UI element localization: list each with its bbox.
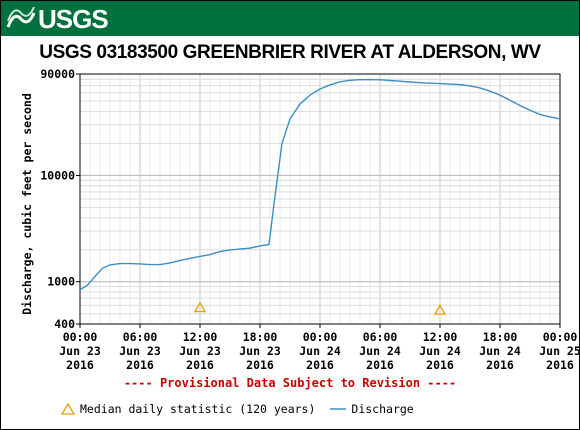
discharge-line	[79, 78, 561, 291]
x-tick-label: Jun 23	[59, 344, 101, 358]
line-swatch-icon	[330, 408, 347, 410]
series	[79, 78, 561, 315]
x-tick-label: 06:00	[123, 330, 158, 344]
usgs-logo[interactable]: USGS	[6, 3, 109, 34]
chart-title: USGS 03183500 GREENBRIER RIVER AT ALDERS…	[39, 42, 541, 63]
x-tick-label: 00:00	[543, 330, 578, 344]
y-axis: 400 1000 10000 90000	[40, 67, 80, 331]
x-tick-label: 2016	[306, 358, 334, 372]
y-tick-label: 10000	[40, 168, 75, 182]
median-marker	[193, 301, 207, 313]
usgs-wave-icon	[6, 7, 36, 28]
legend: Median daily statistic (120 years) Disch…	[60, 402, 428, 416]
x-tick-label: 2016	[246, 358, 274, 372]
x-tick-label: Jun 23	[119, 344, 161, 358]
legend-label-median: Median daily statistic (120 years)	[80, 402, 316, 416]
usgs-logo-text: USGS	[38, 3, 109, 34]
x-tick-label: 12:00	[423, 330, 458, 344]
x-tick-label: Jun 25	[539, 344, 580, 358]
x-tick-label: Jun 24	[359, 344, 401, 358]
grid	[79, 74, 561, 324]
x-tick-label: 2016	[486, 358, 514, 372]
x-tick-label: 00:00	[63, 330, 98, 344]
x-tick-label: Jun 24	[299, 344, 341, 358]
y-axis-label: Discharge, cubic feet per second	[20, 93, 34, 315]
y-tick-label: 1000	[47, 275, 75, 289]
x-tick-label: 06:00	[363, 330, 398, 344]
y-tick-label: 400	[54, 317, 75, 331]
median-marker	[433, 303, 447, 315]
x-tick-label: 2016	[126, 358, 154, 372]
x-tick-label: 2016	[426, 358, 454, 372]
x-tick-label: 00:00	[303, 330, 338, 344]
provisional-notice: ---- Provisional Data Subject to Revisio…	[123, 376, 457, 390]
y-tick-label: 90000	[40, 67, 75, 81]
x-tick-label: 2016	[546, 358, 574, 372]
usgs-banner: USGS	[1, 1, 579, 36]
triangle-marker-icon	[60, 403, 76, 415]
x-tick-label: Jun 24	[419, 344, 461, 358]
x-tick-label: 12:00	[183, 330, 218, 344]
x-tick-label: 18:00	[483, 330, 518, 344]
x-tick-label: Jun 23	[239, 344, 281, 358]
legend-label-discharge: Discharge	[351, 402, 414, 416]
x-tick-label: 2016	[66, 358, 94, 372]
x-tick-label: 18:00	[243, 330, 278, 344]
x-tick-label: 2016	[366, 358, 394, 372]
x-tick-label: 2016	[186, 358, 214, 372]
x-tick-label: Jun 23	[179, 344, 221, 358]
x-tick-label: Jun 24	[479, 344, 521, 358]
legend-item-median: Median daily statistic (120 years)	[60, 402, 315, 416]
legend-item-discharge: Discharge	[329, 402, 414, 416]
